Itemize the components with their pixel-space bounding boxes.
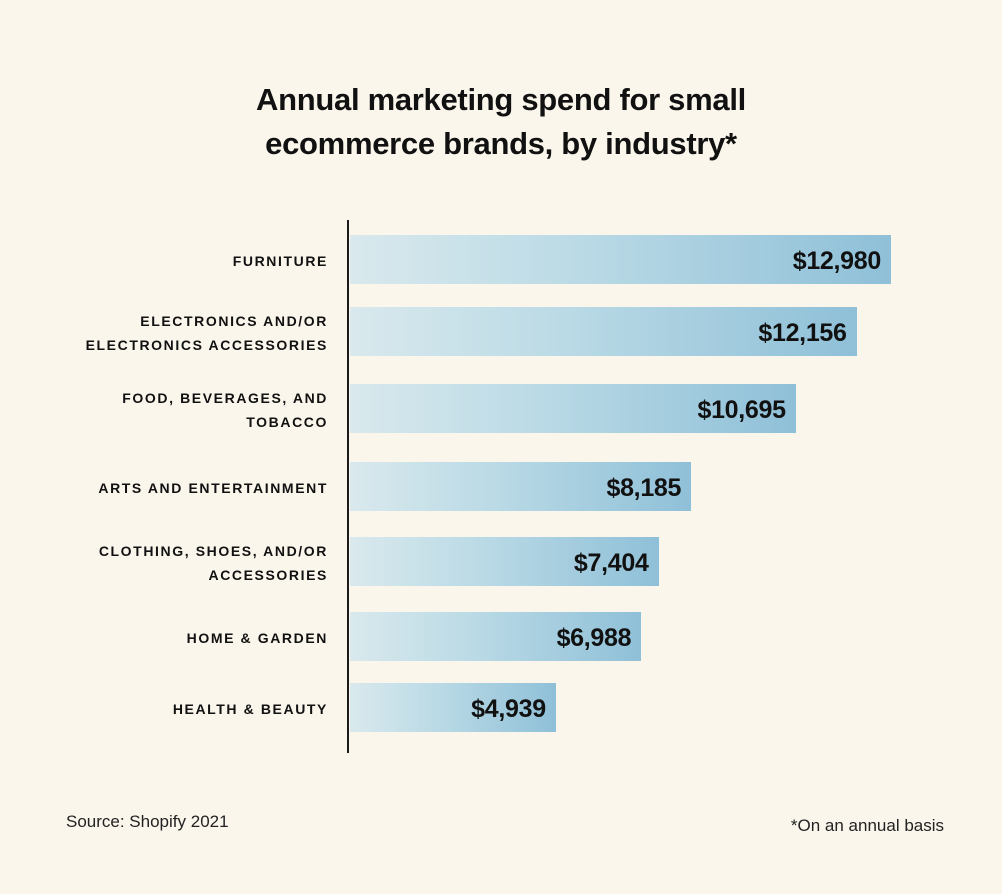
bar: $4,939 [350, 683, 556, 732]
category-label-line: ELECTRONICS ACCESSORIES [85, 336, 328, 353]
category-label: FOOD, BEVERAGES, AND TOBACCO [122, 386, 328, 434]
chart-title: Annual marketing spend for small ecommer… [0, 78, 1002, 166]
bar: $7,404 [350, 537, 659, 586]
data-label: $12,156 [758, 319, 847, 347]
category-label-line: FOOD, BEVERAGES, AND [122, 389, 328, 406]
category-label: HEALTH & BEAUTY [173, 697, 328, 721]
bar: $12,156 [350, 307, 857, 356]
category-label-line: TOBACCO [246, 413, 328, 430]
category-label-line: HOME & GARDEN [186, 629, 328, 646]
category-label-line: ACCESSORIES [208, 566, 328, 583]
category-label: CLOTHING, SHOES, AND/OR ACCESSORIES [99, 539, 328, 587]
footnote: *On an annual basis [790, 816, 944, 835]
category-label-line: CLOTHING, SHOES, AND/OR [98, 542, 328, 559]
category-label-line: HEALTH & BEAUTY [172, 700, 328, 717]
data-label: $6,988 [556, 624, 632, 652]
data-label: $7,404 [573, 549, 649, 577]
category-label-line: FURNITURE [232, 252, 328, 269]
title-line-2: ecommerce brands, by industry* [265, 126, 737, 161]
data-label: $4,939 [471, 695, 546, 723]
category-label: HOME & GARDEN [187, 626, 328, 650]
data-label: $8,185 [606, 474, 682, 502]
category-label: ELECTRONICS AND/OR ELECTRONICS ACCESSORIE… [86, 309, 328, 357]
category-label: FURNITURE [233, 249, 328, 273]
bar: $10,695 [350, 384, 796, 433]
bar: $8,185 [350, 462, 692, 511]
category-label-line: ARTS AND ENTERTAINMENT [98, 479, 328, 496]
bar: $12,980 [350, 235, 891, 284]
y-axis-line [347, 220, 349, 753]
category-label-line: ELECTRONICS AND/OR [140, 312, 328, 329]
data-label: $12,980 [792, 247, 882, 275]
category-label: ARTS AND ENTERTAINMENT [98, 476, 328, 500]
data-label: $10,695 [697, 396, 786, 424]
source-note: Source: Shopify 2021 [66, 812, 229, 831]
title-line-1: Annual marketing spend for small [256, 82, 746, 117]
bar: $6,988 [350, 612, 642, 661]
